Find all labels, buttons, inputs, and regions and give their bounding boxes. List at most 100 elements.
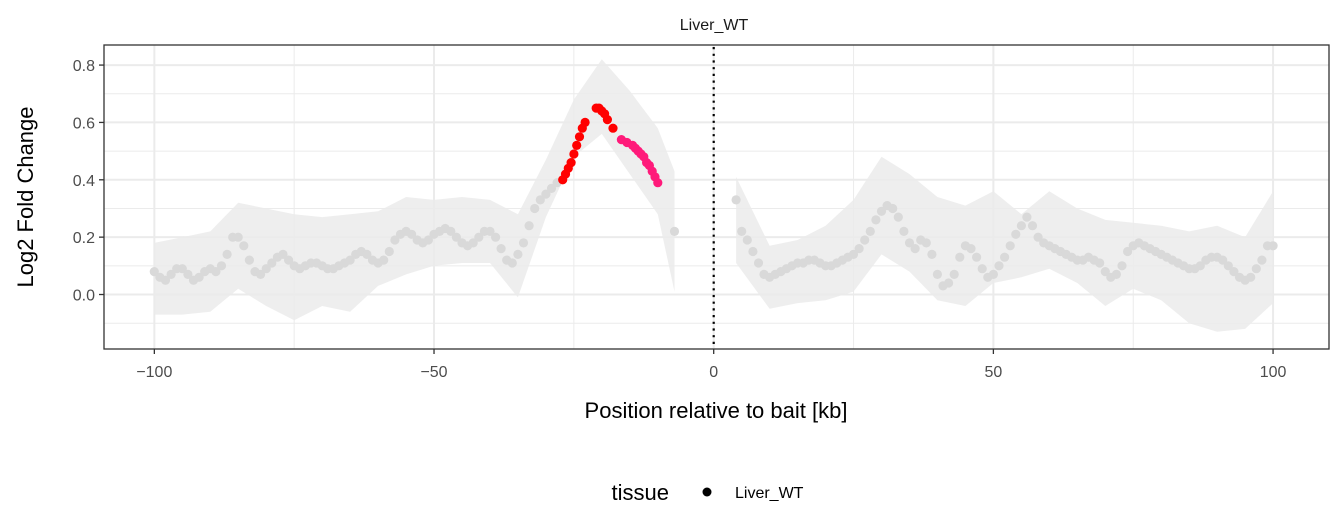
legend-entry-liver-wt: Liver_WT xyxy=(735,485,804,502)
data-point xyxy=(865,226,875,236)
data-point xyxy=(1117,261,1127,271)
data-point xyxy=(910,244,920,254)
data-point xyxy=(1257,255,1267,265)
x-tick-label: 0 xyxy=(709,364,718,381)
data-point xyxy=(921,238,931,248)
data-point xyxy=(446,226,456,236)
x-tick-label: −50 xyxy=(420,364,447,381)
legend-key-marker xyxy=(702,487,712,497)
data-point xyxy=(566,158,576,168)
data-point xyxy=(216,261,227,271)
data-point xyxy=(267,258,277,268)
data-point xyxy=(753,258,764,268)
data-point xyxy=(177,264,187,274)
data-point xyxy=(927,249,937,259)
plot-panel xyxy=(103,44,1330,350)
data-point xyxy=(1229,267,1239,277)
data-point xyxy=(904,238,915,248)
facet-title: Liver_WT xyxy=(680,17,749,34)
data-point xyxy=(748,246,758,257)
data-point xyxy=(944,278,954,288)
panel-border xyxy=(103,44,1330,350)
data-point xyxy=(149,267,159,277)
data-point xyxy=(602,115,613,125)
data-point xyxy=(1223,261,1233,271)
x-tick-label: −100 xyxy=(136,364,172,381)
data-point xyxy=(1095,258,1105,268)
data-point xyxy=(888,203,898,214)
data-point xyxy=(1123,246,1133,257)
data-point xyxy=(239,241,249,251)
data-point xyxy=(345,255,355,265)
data-point xyxy=(848,249,859,259)
data-point xyxy=(507,258,517,268)
data-point xyxy=(1033,232,1043,242)
data-point xyxy=(742,235,752,245)
data-point xyxy=(518,238,529,248)
data-point xyxy=(524,221,534,231)
data-point xyxy=(379,255,389,265)
data-point xyxy=(893,212,903,222)
legend-title: tissue xyxy=(612,480,669,505)
y-axis-title: Log2 Fold Change xyxy=(13,106,38,287)
data-point xyxy=(876,206,887,216)
data-point xyxy=(222,249,232,259)
data-point xyxy=(451,232,461,242)
data-point xyxy=(1005,241,1015,251)
data-point xyxy=(899,226,909,236)
data-point xyxy=(994,261,1004,271)
data-point xyxy=(955,252,965,262)
y-tick-label: 0.8 xyxy=(73,58,95,75)
legend: tissue Liver_WT xyxy=(612,480,804,505)
data-point xyxy=(362,249,372,259)
data-point xyxy=(608,123,618,133)
data-point xyxy=(1251,264,1261,274)
data-point xyxy=(407,229,417,239)
data-point xyxy=(183,269,193,279)
data-point xyxy=(988,269,999,279)
data-point xyxy=(1111,269,1121,279)
data-point xyxy=(669,226,680,236)
data-point xyxy=(284,255,294,265)
x-axis: −100 −50 0 50 100 xyxy=(136,349,1287,381)
y-tick-label: 0.6 xyxy=(73,115,95,132)
data-point xyxy=(244,255,254,265)
data-point xyxy=(390,235,400,245)
data-point xyxy=(513,249,523,259)
data-point xyxy=(737,226,747,236)
x-axis-title: Position relative to bait [kb] xyxy=(585,398,848,423)
data-point xyxy=(860,235,870,245)
data-point xyxy=(977,264,987,274)
data-points xyxy=(149,103,1278,291)
data-point xyxy=(966,244,976,254)
data-point xyxy=(731,195,741,205)
data-point xyxy=(1195,261,1205,271)
data-point xyxy=(496,244,506,254)
data-point xyxy=(932,269,943,279)
data-point xyxy=(1027,221,1038,231)
data-point xyxy=(572,140,582,150)
data-point xyxy=(574,132,585,142)
data-point xyxy=(1011,229,1021,239)
data-point xyxy=(491,232,501,242)
y-tick-label: 0.4 xyxy=(73,173,95,190)
data-point xyxy=(474,232,484,242)
data-point xyxy=(871,215,881,225)
data-point xyxy=(233,232,243,242)
data-point xyxy=(211,267,221,277)
data-point xyxy=(278,249,288,259)
y-tick-label: 0.2 xyxy=(73,230,95,247)
x-tick-label: 100 xyxy=(1260,364,1287,381)
data-point xyxy=(468,238,478,248)
data-point xyxy=(580,117,590,127)
data-point xyxy=(1016,221,1026,231)
data-point xyxy=(1100,267,1110,277)
data-point xyxy=(160,275,171,285)
data-point xyxy=(854,244,864,254)
data-point xyxy=(1022,212,1032,222)
data-point xyxy=(949,269,959,279)
data-point xyxy=(530,203,540,214)
data-point xyxy=(1000,252,1010,262)
data-point xyxy=(194,272,204,282)
